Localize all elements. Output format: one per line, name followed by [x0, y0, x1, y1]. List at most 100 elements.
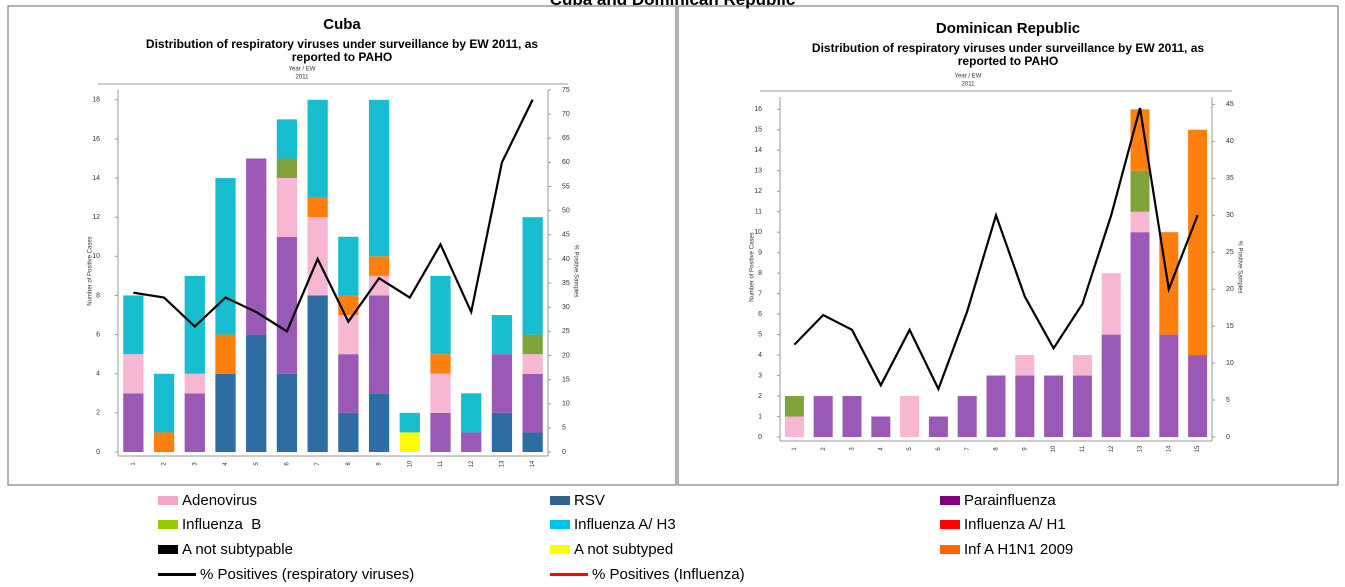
- bar-segment: [276, 158, 298, 179]
- x-tick-label: 14: [530, 460, 536, 467]
- x-tick-label: 12: [1109, 445, 1115, 452]
- y-tick-label: 0: [96, 449, 100, 456]
- bar-segment: [491, 354, 513, 413]
- y2-tick-label: 30: [1226, 212, 1234, 219]
- y2-tick-label: 35: [562, 280, 570, 287]
- bar-segment: [522, 432, 543, 452]
- bar-series: Adenovirus: [123, 178, 543, 413]
- y2-tick-label: 10: [562, 401, 570, 408]
- y2-tick-label: 60: [562, 159, 570, 166]
- bar-segment: [871, 416, 891, 437]
- bar-segment: [123, 354, 144, 394]
- bar-segment: [522, 354, 543, 374]
- bar-segment: [276, 236, 298, 374]
- bar-segment: [215, 373, 236, 452]
- y2-tick-label: 30: [562, 304, 570, 311]
- y-tick-label: 10: [92, 253, 100, 260]
- legend-swatch: [550, 495, 570, 505]
- y2-tick-label: 35: [1226, 175, 1234, 182]
- legend-label: RSV: [574, 491, 605, 509]
- y2-tick-label: 75: [562, 87, 570, 94]
- bar-segment: [338, 354, 359, 413]
- y2-tick-label: 5: [562, 425, 566, 432]
- line-series: % Positives (respiratory viruses): [133, 99, 534, 333]
- legend-swatch: [158, 495, 178, 505]
- y-tick-label: 4: [96, 371, 100, 378]
- legend-label: Influenza A/ H1: [964, 515, 1066, 533]
- y2-tick-label: 15: [562, 376, 570, 383]
- bar-segment: [215, 334, 236, 374]
- x-tick-label: 1: [131, 462, 137, 466]
- y-tick-label: 2: [758, 393, 762, 400]
- bar-segment: [461, 432, 482, 452]
- y2-tick-label: 0: [1226, 434, 1230, 441]
- y2-tick-label: 45: [1226, 101, 1234, 108]
- y-tick-label: 4: [758, 352, 762, 359]
- bar-segment: [1159, 334, 1179, 437]
- bar-segment: [784, 396, 804, 417]
- bar-segment: [522, 334, 543, 355]
- bar-segment: [184, 275, 205, 374]
- bar-segment: [491, 315, 513, 355]
- bar-segment: [184, 373, 205, 394]
- x-group-label: 2011: [962, 82, 976, 88]
- bar-segment: [307, 217, 328, 296]
- x-tick-label: 2: [821, 447, 827, 451]
- bar-segment: [246, 334, 267, 452]
- bar-segment: [153, 432, 175, 452]
- bar-segment: [784, 416, 804, 437]
- legend-item: Parainfluenza: [940, 491, 1056, 509]
- bar-series: Adenovirus: [784, 211, 1150, 437]
- bar-segment: [957, 396, 977, 437]
- x-tick-label: 6: [936, 447, 942, 451]
- y2-tick-label: 40: [1226, 138, 1234, 145]
- bar-segment: [900, 396, 920, 437]
- y-tick-label: 18: [92, 97, 100, 104]
- x-tick-label: 2: [162, 462, 168, 466]
- legend-item: RSV: [550, 491, 605, 509]
- chart-title: Dominican Republic: [935, 20, 1081, 37]
- y2-tick-label: 15: [1226, 323, 1234, 330]
- y-tick-label: 7: [758, 290, 762, 297]
- bar-segment: [813, 396, 833, 437]
- bar-segment: [1188, 129, 1208, 356]
- x-tick-label: 10: [407, 460, 413, 467]
- bar-segment: [368, 393, 390, 452]
- legend-label: Inf A H1N1 2009: [964, 540, 1074, 558]
- x-axis-label: Year / EW: [289, 67, 316, 73]
- bar-segment: [1101, 334, 1121, 437]
- bar-segment: [215, 178, 236, 335]
- y-tick-label: 8: [758, 270, 762, 277]
- legend-label: A not subtyped: [574, 540, 674, 558]
- y-tick-label: 8: [96, 292, 100, 299]
- legend-label: A not subtypable: [182, 540, 293, 558]
- legend-swatch: [550, 519, 570, 529]
- y-tick-label: 1: [758, 413, 762, 420]
- legend-item: Influenza A/ H3: [550, 515, 676, 533]
- x-tick-label: 10: [1051, 445, 1057, 452]
- legend-swatch: [550, 544, 570, 554]
- y-tick-label: 6: [96, 331, 100, 338]
- x-tick-label: 9: [377, 462, 383, 466]
- bar-segment: [1188, 355, 1208, 437]
- bar-series: Parainfluenza: [813, 232, 1208, 437]
- y-tick-label: 10: [754, 229, 762, 236]
- bar-segment: [184, 393, 205, 452]
- legend-item: Inf A H1N1 2009: [940, 540, 1073, 558]
- y-tick-label: 12: [754, 188, 762, 195]
- y-tick-label: 0: [758, 434, 762, 441]
- legend-swatch: [158, 544, 178, 554]
- bar-series: Inf A H1N1 2009: [1130, 109, 1208, 356]
- bar-segment: [430, 275, 451, 355]
- x-tick-label: 15: [1195, 445, 1201, 452]
- x-tick-label: 3: [850, 447, 856, 451]
- x-tick-label: 1: [792, 447, 798, 451]
- legend-item: Influenza A/ H1: [940, 515, 1066, 533]
- y-tick-label: 14: [92, 175, 100, 182]
- y2-tick-label: 40: [562, 256, 570, 263]
- legend-label: Influenza A/ H3: [574, 515, 676, 533]
- y2-tick-label: 10: [1226, 360, 1234, 367]
- legend-swatch: [550, 572, 588, 576]
- legend-item: % Positives (respiratory viruses): [158, 565, 414, 583]
